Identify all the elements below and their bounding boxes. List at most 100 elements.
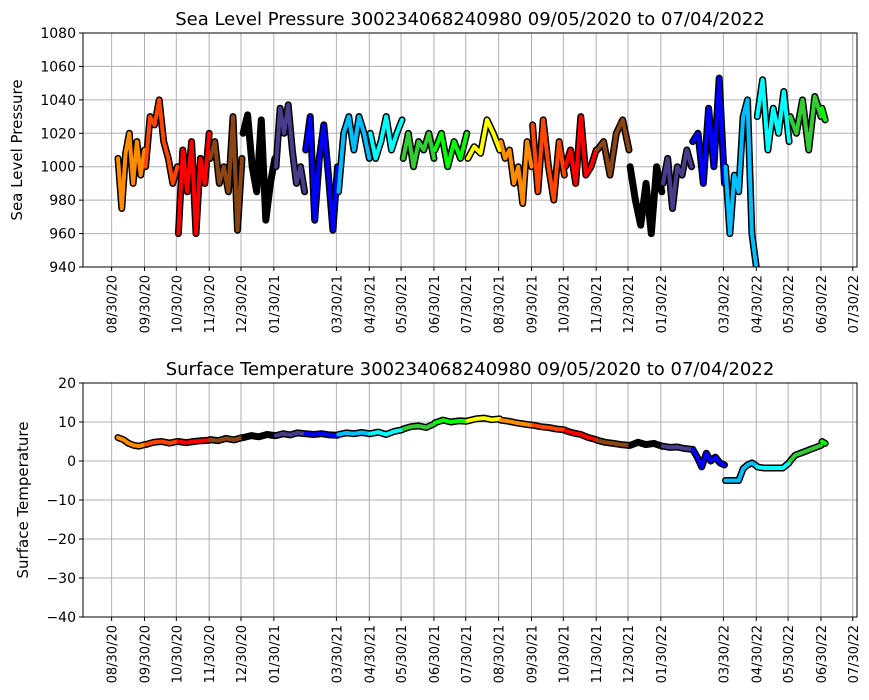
x-tick-label: 05/30/22 (782, 625, 797, 683)
x-tick-label: 07/30/22 (847, 275, 862, 333)
series-line (208, 114, 244, 233)
x-tick-label: 01/30/21 (268, 275, 283, 333)
chart-title: Surface Temperature 300234068240980 09/0… (166, 359, 775, 380)
x-tick-label: 01/30/21 (268, 625, 283, 683)
series-line (595, 117, 631, 178)
x-tick-label: 05/30/21 (395, 275, 410, 333)
x-tick-label: 09/30/21 (525, 275, 540, 333)
y-tick-label: 1020 (40, 126, 76, 142)
x-tick-label: 08/30/21 (493, 275, 508, 333)
series-line (274, 102, 307, 194)
x-tick-label: 09/30/20 (138, 275, 153, 333)
x-tick-label: 12/30/20 (235, 625, 250, 683)
x-tick-label: 07/30/21 (460, 275, 475, 333)
series-line (143, 439, 180, 447)
series-line (788, 443, 823, 463)
axes-frame (82, 32, 858, 268)
axes-frame (82, 382, 858, 618)
y-axis-label: Sea Level Pressure (8, 79, 26, 220)
series-line (465, 117, 502, 161)
y-tick-label: −20 (46, 532, 76, 548)
x-tick-label: 11/30/21 (590, 625, 605, 683)
series-line (563, 428, 599, 442)
x-tick-label: 04/30/21 (363, 275, 378, 333)
series-line (498, 418, 534, 428)
y-tick-label: 1060 (40, 59, 76, 75)
x-tick-label: 09/30/21 (525, 625, 540, 683)
y-tick-label: 1040 (40, 93, 76, 109)
series-line (661, 444, 694, 452)
series-line (820, 439, 828, 446)
series-line (368, 114, 405, 161)
series-line (788, 94, 823, 152)
x-tick-label: 01/30/22 (655, 625, 670, 683)
x-tick-label: 03/30/21 (330, 275, 345, 333)
x-tick-label: 07/30/21 (460, 625, 475, 683)
series-line (530, 423, 567, 432)
x-tick-label: 10/30/21 (557, 275, 572, 333)
x-tick-label: 10/30/20 (170, 625, 185, 683)
sea-level-pressure-chart: Sea Level Pressure 300234068240980 09/05… (8, 9, 862, 333)
x-tick-label: 12/30/21 (622, 625, 637, 683)
x-tick-label: 03/30/22 (717, 625, 732, 683)
x-tick-label: 07/30/22 (847, 625, 862, 683)
x-tick-label: 01/30/22 (655, 275, 670, 333)
x-tick-label: 03/30/22 (717, 275, 732, 333)
x-tick-label: 10/30/20 (170, 275, 185, 333)
y-tick-label: 10 (58, 415, 76, 431)
series-line (690, 447, 727, 469)
series-line (274, 430, 307, 438)
x-tick-label: 04/30/22 (750, 275, 765, 333)
series-line (563, 114, 599, 186)
series-line (176, 131, 212, 236)
series-line (723, 460, 759, 483)
series-line (433, 418, 469, 425)
series-line (116, 435, 147, 449)
y-tick-label: 980 (49, 193, 76, 209)
x-tick-label: 05/30/21 (395, 625, 410, 683)
series-line (723, 97, 759, 267)
series-line (368, 427, 405, 437)
y-tick-label: 1000 (40, 160, 76, 176)
surface-temperature-chart: Surface Temperature 300234068240980 09/0… (14, 359, 862, 683)
x-tick-label: 04/30/21 (363, 625, 378, 683)
series-line (208, 435, 244, 443)
y-tick-label: 1080 (40, 26, 76, 42)
y-axis-label: Surface Temperature (14, 422, 32, 579)
chart-title: Sea Level Pressure 300234068240980 09/05… (175, 9, 765, 30)
series-line (433, 131, 469, 169)
series-line (241, 432, 277, 440)
series-line (661, 148, 694, 211)
series-line (628, 440, 664, 449)
x-tick-label: 06/30/22 (815, 275, 830, 333)
series-line (401, 131, 436, 169)
y-tick-label: −40 (46, 610, 76, 626)
x-tick-label: 12/30/20 (235, 275, 250, 333)
x-tick-label: 11/30/20 (203, 275, 218, 333)
series-group (114, 414, 829, 484)
series-line (336, 114, 372, 194)
series-line (595, 438, 631, 448)
series-line (755, 77, 792, 152)
series-line (530, 117, 567, 203)
x-tick-label: 08/30/21 (493, 625, 508, 683)
x-tick-label: 11/30/21 (590, 275, 605, 333)
series-line (498, 139, 534, 206)
series-line (755, 460, 792, 470)
x-tick-label: 10/30/21 (557, 625, 572, 683)
x-tick-label: 03/30/21 (330, 625, 345, 683)
y-tick-label: −10 (46, 493, 76, 509)
x-tick-label: 06/30/21 (428, 625, 443, 683)
series-line (336, 430, 372, 437)
series-line (143, 97, 180, 186)
y-tick-label: 20 (58, 376, 76, 392)
series-line (401, 422, 436, 431)
x-tick-label: 06/30/21 (428, 275, 443, 333)
series-line (690, 76, 727, 186)
series-line (820, 106, 828, 122)
y-tick-label: −30 (46, 571, 76, 587)
series-line (465, 416, 502, 423)
x-tick-label: 04/30/22 (750, 625, 765, 683)
series-line (176, 438, 212, 445)
